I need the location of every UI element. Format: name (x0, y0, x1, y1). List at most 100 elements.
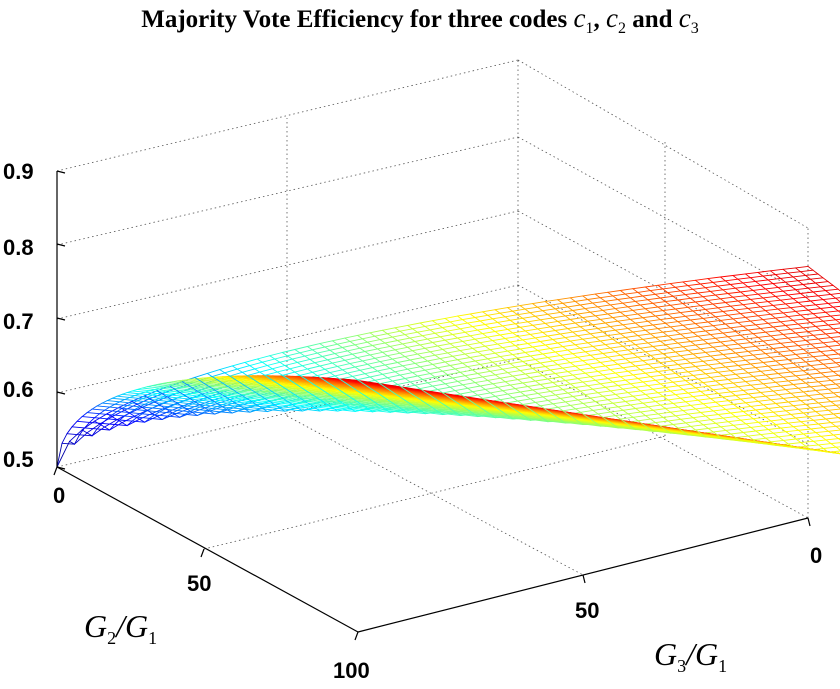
mesh-segment (334, 397, 341, 402)
mesh-segment (549, 324, 564, 328)
mesh-segment (780, 384, 794, 387)
mesh-segment (324, 365, 338, 370)
mesh-segment (752, 310, 766, 313)
mesh-segment (369, 373, 383, 378)
mesh-segment (129, 409, 136, 414)
mesh-segment (234, 402, 241, 407)
mesh-segment (154, 399, 168, 402)
mesh-segment (196, 399, 203, 403)
mesh-segment (154, 388, 168, 392)
mesh-segment (750, 297, 764, 300)
mesh-segment (817, 379, 832, 383)
mesh-segment (246, 371, 261, 377)
mesh-segment (780, 298, 794, 301)
mesh-segment (379, 336, 393, 341)
mesh-segment (544, 385, 559, 389)
mesh-segment (379, 358, 393, 363)
mesh-segment (810, 299, 824, 302)
mesh-segment (344, 404, 351, 409)
mesh-segment (652, 301, 666, 304)
mesh-segment (219, 409, 226, 413)
mesh-segment (322, 398, 329, 400)
mesh-segment (407, 366, 421, 370)
mesh-segment (662, 308, 676, 312)
mesh-segment (429, 412, 444, 416)
mesh-segment (256, 403, 271, 407)
mesh-segment (767, 342, 782, 346)
mesh-segment (209, 393, 223, 396)
mesh-segment (324, 401, 339, 405)
mesh-segment (782, 396, 797, 399)
mesh-segment (354, 403, 369, 407)
mesh-segment (186, 394, 201, 397)
mesh-segment (737, 363, 752, 366)
mesh-segment (614, 370, 629, 374)
mesh-segment (682, 301, 696, 305)
mesh-segment (191, 387, 198, 392)
mesh-segment (302, 409, 308, 412)
mesh-segment (362, 404, 369, 409)
mesh-segment (324, 408, 331, 411)
mesh-segment (459, 391, 474, 395)
mesh-segment (735, 307, 749, 311)
mesh-segment (334, 406, 341, 409)
mesh-segment (361, 335, 376, 340)
mesh-segment (832, 349, 840, 351)
mesh-segment (109, 406, 123, 409)
mesh-segment (104, 409, 118, 412)
mesh-segment (287, 396, 293, 399)
mesh-segment (617, 318, 631, 322)
mesh-segment (234, 387, 241, 390)
mesh-segment (705, 328, 719, 332)
mesh-segment (121, 415, 136, 424)
mesh-segment (111, 395, 118, 399)
mesh-segment (224, 398, 238, 401)
mesh-segment (226, 385, 233, 390)
mesh-segment (767, 299, 781, 303)
mesh-segment (709, 289, 724, 292)
mesh-segment (336, 363, 351, 367)
mesh-segment (574, 320, 589, 324)
mesh-segment (477, 399, 484, 402)
mesh-segment (304, 405, 318, 408)
mesh-segment (219, 398, 226, 401)
mesh-segment (352, 398, 358, 403)
mesh-segment (379, 380, 394, 385)
mesh-segment (619, 353, 634, 356)
mesh-segment (204, 402, 211, 406)
mesh-segment (387, 399, 394, 404)
mesh-segment (346, 347, 361, 352)
mesh-segment (820, 413, 834, 416)
mesh-segment (402, 387, 409, 389)
mesh-segment (810, 363, 824, 367)
mesh-segment (677, 362, 691, 365)
mesh-segment (221, 386, 228, 389)
mesh-segment (699, 303, 714, 307)
mesh-segment (562, 408, 576, 412)
mesh-segment (279, 388, 286, 391)
mesh-segment (384, 362, 398, 366)
mesh-segment (772, 325, 787, 328)
mesh-segment (800, 269, 814, 273)
mesh-segment (735, 350, 749, 354)
mesh-segment (762, 274, 776, 277)
mesh-segment (712, 366, 727, 370)
mesh-segment (316, 352, 323, 357)
mesh-segment (547, 333, 561, 337)
mesh-segment (216, 395, 231, 399)
mesh-segment (194, 388, 208, 391)
mesh-segment (336, 340, 351, 345)
mesh-segment (197, 377, 203, 380)
mesh-segment (366, 339, 381, 343)
mesh-segment (236, 398, 243, 401)
mesh-segment (292, 404, 306, 407)
mesh-segment (104, 426, 111, 431)
mesh-segment (156, 415, 163, 420)
mesh-segment (682, 344, 696, 348)
mesh-segment (689, 317, 704, 321)
mesh-segment (424, 345, 439, 349)
mesh-segment (422, 354, 436, 359)
mesh-segment (514, 321, 529, 325)
mesh-segment (690, 424, 704, 427)
mesh-segment (94, 417, 108, 420)
